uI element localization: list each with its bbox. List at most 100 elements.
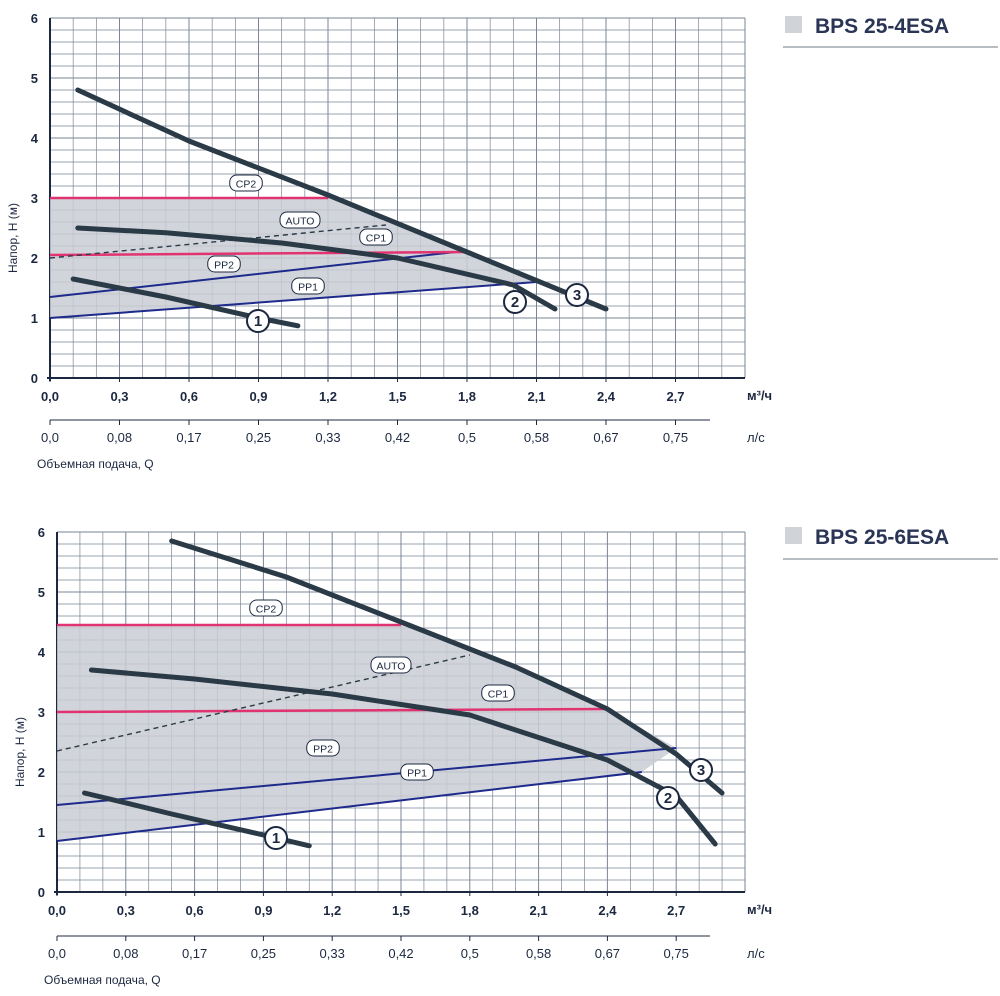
y-tick-label: 2 — [38, 765, 45, 780]
tag-label-cp2: CP2 — [236, 179, 257, 191]
tag-box-cp1 — [481, 684, 515, 702]
secondary-tick-label: 0,33 — [320, 946, 345, 961]
pump-curve-1 — [70, 276, 301, 329]
tag-label-auto: AUTO — [286, 216, 315, 228]
x-tick-label: 1,2 — [323, 903, 341, 918]
x-tick-label: 1,5 — [388, 389, 406, 404]
model-square-icon — [785, 527, 802, 544]
y-axis-label: Напор, H (м) — [6, 203, 20, 273]
y-tick-label: 3 — [31, 191, 38, 206]
secondary-tick-label: 0,25 — [251, 946, 276, 961]
tag-box-cp2 — [229, 174, 263, 192]
model-title: BPS 25-6ESA — [815, 526, 949, 549]
x-tick-label: 2,4 — [597, 389, 616, 404]
curve-number-circle-c2 — [503, 290, 527, 314]
tag-label-pp1: PP1 — [407, 768, 427, 780]
y-tick-label: 6 — [38, 525, 45, 540]
curve-number-circle-c3 — [689, 758, 713, 782]
model-square-icon — [785, 16, 802, 33]
pump-curve-3 — [169, 538, 725, 796]
secondary-tick-label: 0,75 — [663, 430, 688, 445]
tag-box-pp1 — [291, 277, 325, 295]
model-title: BPS 25-4ESA — [815, 15, 949, 38]
tag-box-auto — [370, 656, 412, 674]
secondary-tick-label: 0,67 — [595, 946, 620, 961]
secondary-axis-unit: л/с — [747, 430, 765, 445]
x-tick-label: 1,8 — [461, 903, 479, 918]
curve-number-circle-c1 — [246, 309, 270, 333]
x-tick-label: 0,0 — [48, 903, 66, 918]
curve-number-circle-c3 — [565, 283, 589, 307]
y-tick-label: 5 — [31, 71, 38, 86]
x-tick-label: 0,9 — [249, 389, 267, 404]
curve-number-c2: 2 — [664, 790, 672, 807]
series-line-cp1 — [56, 707, 608, 714]
secondary-tick-label: 0,42 — [388, 946, 413, 961]
series-line-auto — [49, 224, 386, 259]
y-axis-label: Напор, H (м) — [13, 717, 27, 787]
tag-label-pp2: PP2 — [313, 744, 333, 756]
x-axis-unit: м³/ч — [747, 902, 772, 917]
secondary-tick-label: 0,5 — [458, 430, 476, 445]
x-tick-label: 1,2 — [319, 389, 337, 404]
secondary-tick-label: 0,08 — [113, 946, 138, 961]
pump-curve-2 — [75, 225, 558, 312]
secondary-tick-label: 0,42 — [385, 430, 410, 445]
curve-number-circle-c2 — [656, 786, 680, 810]
x-tick-label: 0,6 — [180, 389, 198, 404]
tag-label-cp2: CP2 — [256, 604, 277, 616]
x-tick-label: 1,8 — [458, 389, 476, 404]
curve-number-c2: 2 — [511, 294, 519, 311]
curve-number-c3: 3 — [573, 287, 581, 304]
x-tick-label: 0,3 — [117, 903, 135, 918]
tag-box-pp2 — [207, 255, 241, 273]
y-tick-label: 2 — [31, 251, 38, 266]
secondary-tick-label: 0,0 — [41, 430, 59, 445]
chart-panel-1: CP2 AUTO CP1 PP2 PP1 1 2 3 0 1 2 3 4 5 6 Напор, H (м) 0,… — [6, 11, 998, 471]
chart-panel-2: CP2 AUTO CP1 PP2 PP1 1 2 3 0 1 2 3 4 5 6 Напор, H (м) 0,… — [13, 525, 998, 987]
y-tick-label: 3 — [38, 705, 45, 720]
tag-label-cp1: CP1 — [366, 233, 387, 245]
secondary-tick-label: 0,75 — [664, 946, 689, 961]
secondary-tick-label: 0,5 — [461, 946, 479, 961]
secondary-tick-label: 0,58 — [526, 946, 551, 961]
tag-label-pp1: PP1 — [298, 282, 318, 294]
tag-box-cp1 — [359, 228, 393, 246]
x-tick-label: 0,9 — [254, 903, 272, 918]
y-tick-label: 5 — [38, 585, 45, 600]
y-tick-label: 1 — [31, 311, 38, 326]
x-tick-label: 1,5 — [392, 903, 410, 918]
x-axis-label: Объемная подача, Q — [44, 973, 161, 987]
secondary-axis-unit: л/с — [747, 946, 765, 961]
pump-curve-3 — [75, 87, 609, 312]
curve-number-circle-c1 — [264, 826, 288, 850]
tag-box-pp1 — [400, 763, 434, 781]
curve-number-c3: 3 — [697, 762, 705, 779]
x-axis-unit: м³/ч — [747, 388, 772, 403]
y-tick-label: 0 — [38, 885, 45, 900]
tag-label-pp2: PP2 — [214, 260, 234, 272]
x-axis-label: Объемная подача, Q — [37, 457, 154, 471]
x-tick-label: 2,1 — [530, 903, 548, 918]
series-line-pp1 — [49, 281, 537, 319]
y-tick-label: 0 — [31, 371, 38, 386]
secondary-tick-label: 0,25 — [246, 430, 271, 445]
x-tick-label: 0,0 — [41, 389, 59, 404]
x-tick-label: 0,6 — [186, 903, 204, 918]
y-tick-label: 4 — [38, 645, 46, 660]
tag-label-cp1: CP1 — [488, 689, 509, 701]
curve-number-c1: 1 — [272, 830, 280, 847]
x-tick-label: 2,1 — [527, 389, 545, 404]
operating-region-shade — [50, 198, 537, 318]
series-line-cp1 — [49, 250, 468, 257]
tag-box-pp2 — [306, 739, 340, 757]
tag-label-auto: AUTO — [377, 661, 406, 673]
x-tick-label: 2,7 — [667, 903, 685, 918]
y-tick-label: 4 — [31, 131, 39, 146]
tag-box-auto — [279, 211, 321, 229]
secondary-tick-label: 0,67 — [593, 430, 618, 445]
secondary-tick-label: 0,17 — [182, 946, 207, 961]
secondary-tick-label: 0,08 — [107, 430, 132, 445]
secondary-tick-label: 0,17 — [176, 430, 201, 445]
